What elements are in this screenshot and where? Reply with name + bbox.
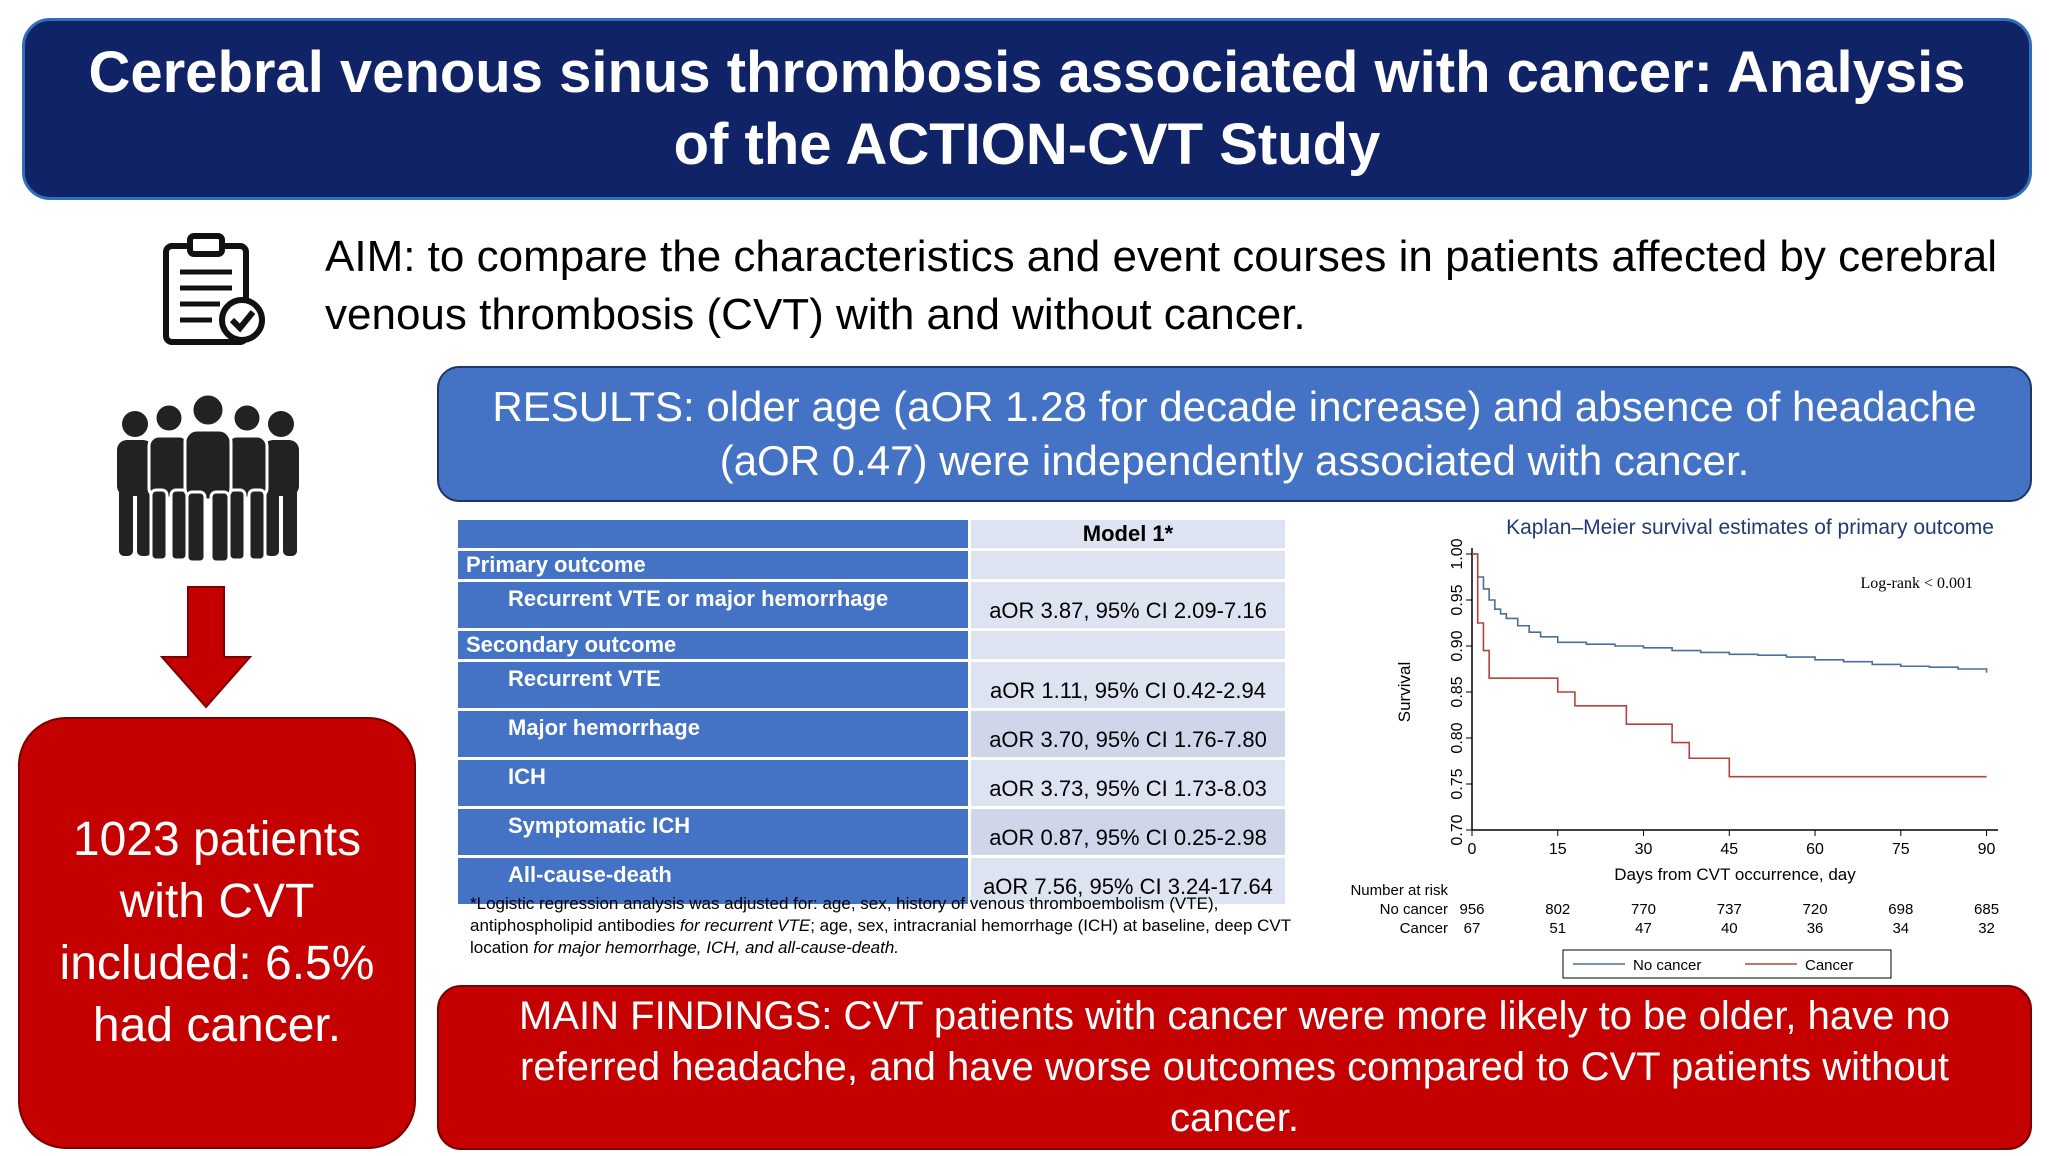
table-row-value: aOR 3.73, 95% CI 1.73-8.03 bbox=[969, 758, 1285, 809]
risk-row-label: No cancer bbox=[1380, 901, 1448, 918]
primary-outcome-label: Primary outcome bbox=[458, 549, 971, 582]
risk-value: 51 bbox=[1549, 920, 1566, 937]
x-tick-label: 90 bbox=[1978, 841, 1996, 858]
main-findings-box: MAIN FINDINGS: CVT patients with cancer … bbox=[437, 985, 2032, 1150]
risk-value: 698 bbox=[1888, 901, 1913, 918]
patients-summary-box: 1023 patients with CVT included: 6.5% ha… bbox=[18, 717, 416, 1149]
y-tick-label: 1.00 bbox=[1449, 538, 1466, 569]
y-tick-label: 0.90 bbox=[1449, 630, 1466, 661]
x-tick-label: 60 bbox=[1806, 841, 1824, 858]
x-tick-label: 0 bbox=[1468, 841, 1477, 858]
table-row-value: aOR 1.11, 95% CI 0.42-2.94 bbox=[969, 660, 1285, 711]
table-row-label: Symptomatic ICH bbox=[458, 807, 971, 858]
main-findings-text: MAIN FINDINGS: CVT patients with cancer … bbox=[519, 994, 1950, 1140]
table-header-model: Model 1* bbox=[969, 520, 1285, 551]
risk-value: 40 bbox=[1721, 920, 1738, 937]
risk-value: 32 bbox=[1978, 920, 1995, 937]
x-tick-label: 45 bbox=[1720, 841, 1738, 858]
results-box: RESULTS: older age (aOR 1.28 for decade … bbox=[437, 366, 2032, 502]
x-tick-label: 75 bbox=[1892, 841, 1910, 858]
table-row-label: All-cause-death bbox=[458, 856, 971, 907]
patients-summary-text: 1023 patients with CVT included: 6.5% ha… bbox=[59, 813, 375, 1052]
table-row-value: aOR 7.56, 95% CI 3.24-17.64 bbox=[969, 856, 1285, 907]
risk-value: 47 bbox=[1635, 920, 1652, 937]
x-axis-label: Days from CVT occurrence, day bbox=[1614, 865, 1856, 884]
table-row-value: aOR 3.87, 95% CI 2.09-7.16 bbox=[969, 580, 1285, 631]
table-header-blank bbox=[458, 520, 971, 551]
legend-label: No cancer bbox=[1633, 957, 1701, 974]
risk-row-label: Cancer bbox=[1400, 920, 1448, 937]
legend-label: Cancer bbox=[1805, 957, 1853, 974]
risk-value: 802 bbox=[1545, 901, 1570, 918]
page-title: Cerebral venous sinus thrombosis associa… bbox=[88, 40, 1966, 177]
footnote-italic: for recurrent VTE bbox=[679, 916, 811, 935]
risk-value: 685 bbox=[1974, 901, 1999, 918]
risk-value: 770 bbox=[1631, 901, 1656, 918]
results-text: RESULTS: older age (aOR 1.28 for decade … bbox=[492, 383, 1977, 484]
table-row-label: Major hemorrhage bbox=[458, 709, 971, 760]
km-chart-container: Kaplan–Meier survival estimates of prima… bbox=[1330, 512, 2030, 982]
footnote-italic: for major hemorrhage, ICH, and all-cause… bbox=[533, 938, 900, 957]
x-tick-label: 30 bbox=[1635, 841, 1653, 858]
risk-value: 720 bbox=[1803, 901, 1828, 918]
y-tick-label: 0.80 bbox=[1449, 722, 1466, 753]
people-group-icon bbox=[117, 392, 299, 562]
risk-value: 34 bbox=[1892, 920, 1909, 937]
y-tick-label: 0.85 bbox=[1449, 676, 1466, 707]
table-row-value: aOR 0.87, 95% CI 0.25-2.98 bbox=[969, 807, 1285, 858]
table-footnote: *Logistic regression analysis was adjust… bbox=[470, 893, 1300, 959]
risk-value: 956 bbox=[1459, 901, 1484, 918]
y-tick-label: 0.95 bbox=[1449, 584, 1466, 615]
table-row-label: Recurrent VTE or major hemorrhage bbox=[458, 580, 971, 631]
title-banner: Cerebral venous sinus thrombosis associa… bbox=[22, 18, 2032, 200]
risk-table-title: Number at risk bbox=[1350, 882, 1448, 899]
x-tick-label: 15 bbox=[1549, 841, 1567, 858]
secondary-outcome-label: Secondary outcome bbox=[458, 629, 971, 662]
series-line-no-cancer bbox=[1472, 553, 1988, 673]
y-axis-label: Survival bbox=[1395, 662, 1414, 722]
risk-value: 36 bbox=[1807, 920, 1824, 937]
table-row-label: ICH bbox=[458, 758, 971, 809]
logrank-annotation: Log-rank < 0.001 bbox=[1860, 575, 1973, 592]
odds-ratio-table: Model 1* Primary outcome Recurrent VTE o… bbox=[458, 520, 1285, 907]
y-tick-label: 0.70 bbox=[1449, 814, 1466, 845]
table-row-label: Recurrent VTE bbox=[458, 660, 971, 711]
aim-statement: AIM: to compare the characteristics and … bbox=[325, 232, 1998, 339]
risk-value: 67 bbox=[1464, 920, 1481, 937]
chart-title: Kaplan–Meier survival estimates of prima… bbox=[1506, 516, 1994, 539]
series-line-cancer bbox=[1472, 553, 1987, 778]
table-row-value: aOR 3.70, 95% CI 1.76-7.80 bbox=[969, 709, 1285, 760]
footnote-text: *Logistic regression analysis was adjust… bbox=[470, 894, 1219, 935]
footnote-text: ; age, sex, intracranial hemorrhage (ICH… bbox=[470, 916, 1291, 957]
risk-value: 737 bbox=[1717, 901, 1742, 918]
clipboard-check-icon bbox=[163, 233, 265, 345]
km-survival-chart: Kaplan–Meier survival estimates of prima… bbox=[1350, 516, 1999, 979]
y-tick-label: 0.75 bbox=[1449, 768, 1466, 799]
down-arrow-icon bbox=[160, 586, 252, 709]
